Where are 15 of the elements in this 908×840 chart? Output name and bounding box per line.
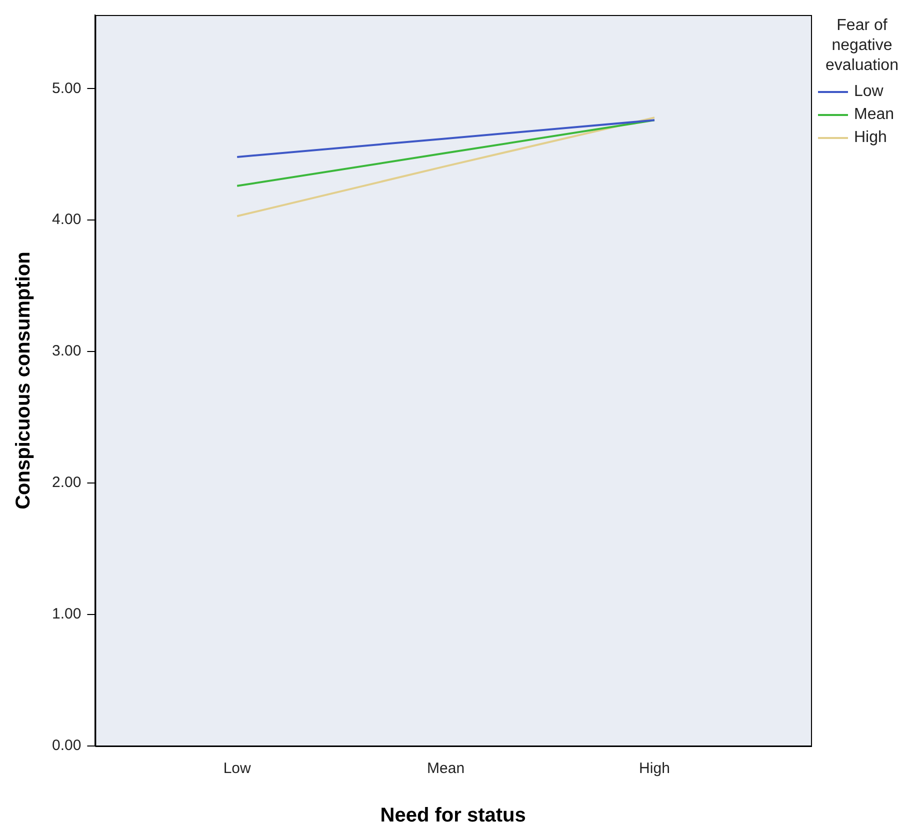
- x-tick-label: Mean: [427, 760, 465, 778]
- y-tick-label: 1.00: [52, 606, 82, 623]
- legend-label: Low: [854, 82, 884, 100]
- y-axis-title: Conspicuous consumption: [12, 252, 35, 510]
- legend-label: Mean: [854, 106, 894, 124]
- x-axis-title: Need for status: [380, 804, 526, 827]
- y-tick-label: 5.00: [52, 80, 82, 97]
- y-tick-label: 4.00: [52, 211, 82, 228]
- legend-title: Fear of negative evaluation: [824, 16, 900, 76]
- y-tick-label: 3.00: [52, 342, 82, 360]
- y-tick-label: 2.00: [52, 474, 82, 492]
- x-tick-label: Low: [223, 760, 252, 778]
- x-tick-label: High: [639, 760, 670, 778]
- legend-label: High: [854, 128, 887, 146]
- y-tick-label: 0.00: [52, 737, 82, 754]
